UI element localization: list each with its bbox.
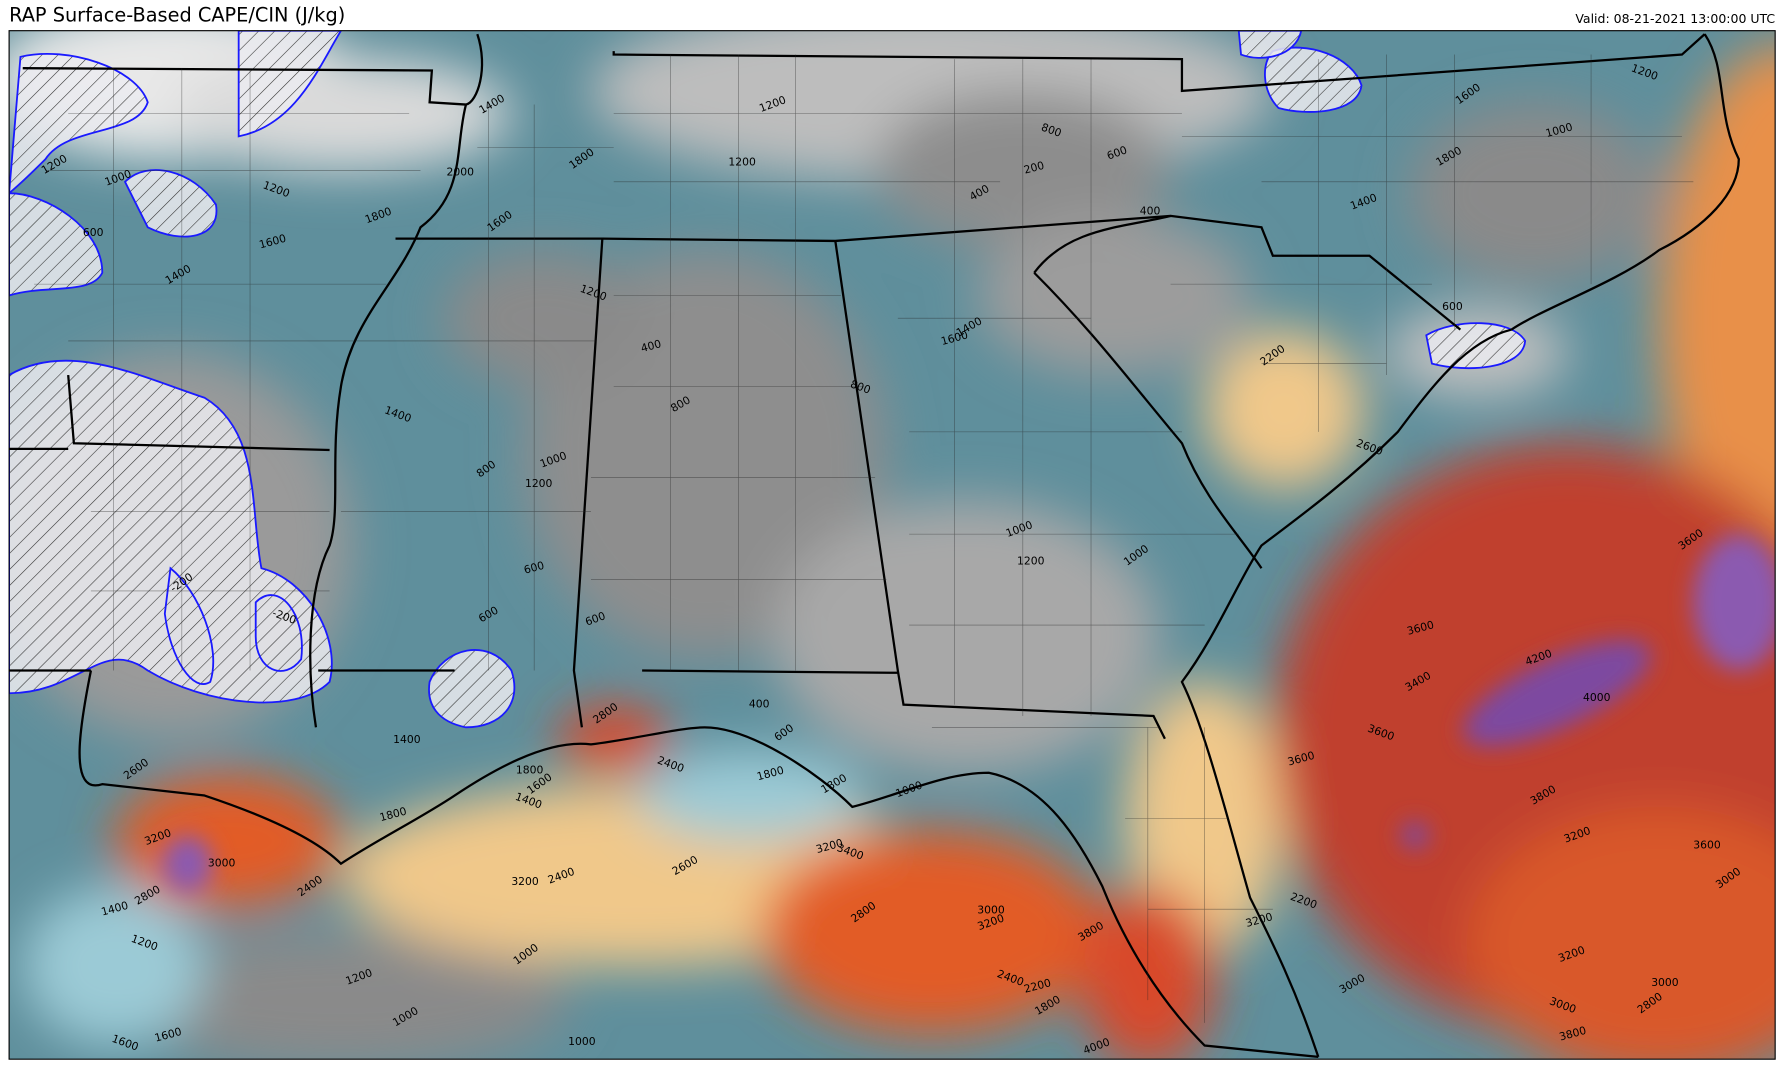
cin-area bbox=[237, 30, 343, 138]
contour-label: 3600 bbox=[1693, 839, 1721, 852]
title: RAP Surface-Based CAPE/CIN (J/kg) bbox=[9, 3, 345, 26]
cin-contour bbox=[163, 566, 215, 685]
county-lines bbox=[34, 54, 1694, 1023]
contour-label: 3000 bbox=[977, 903, 1005, 916]
contour-label: 600 bbox=[83, 226, 104, 239]
contour-label: 600 bbox=[522, 559, 545, 577]
contour-label: 1200 bbox=[728, 156, 756, 169]
contour-label: 1200 bbox=[1017, 554, 1045, 567]
cin-area bbox=[428, 649, 516, 729]
map-frame bbox=[8, 30, 1776, 1060]
contour-label: 2000 bbox=[447, 166, 475, 179]
cin-area bbox=[9, 359, 333, 704]
contour-label: 200 bbox=[1022, 159, 1045, 177]
valid-time: Valid: 08-21-2021 13:00:00 UTC bbox=[1575, 11, 1775, 26]
contour-label: 4000 bbox=[1583, 691, 1611, 704]
contour-label: 3200 bbox=[511, 875, 539, 888]
contour-label: 3000 bbox=[1651, 976, 1679, 989]
cin-area bbox=[1237, 30, 1303, 59]
contour-label: 400 bbox=[1140, 204, 1161, 217]
cin-area bbox=[1264, 46, 1363, 113]
contour-label: 600 bbox=[1442, 300, 1463, 313]
contour-label: 1800 bbox=[516, 764, 544, 777]
contour-label: 400 bbox=[749, 698, 770, 711]
contour-label: 1200 bbox=[525, 477, 553, 490]
cin-area bbox=[9, 192, 104, 297]
borders bbox=[9, 33, 1740, 1059]
contour-label: 1000 bbox=[568, 1035, 596, 1048]
contour-label: 1400 bbox=[393, 733, 421, 746]
cin-contour bbox=[254, 594, 303, 672]
contour-label: 400 bbox=[639, 337, 662, 355]
cin-area bbox=[9, 53, 149, 195]
contour-label: 3000 bbox=[208, 857, 236, 870]
